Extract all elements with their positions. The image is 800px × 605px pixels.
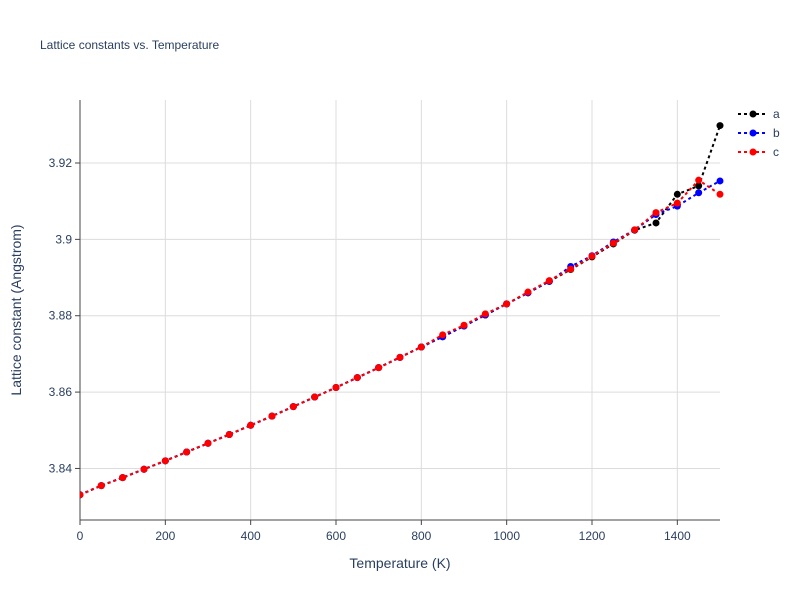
data-point bbox=[289, 403, 297, 411]
legend-item-a[interactable]: a bbox=[738, 107, 780, 121]
legend-item-c[interactable]: c bbox=[738, 145, 779, 159]
data-point bbox=[268, 412, 276, 420]
data-point bbox=[545, 277, 553, 285]
data-point bbox=[353, 374, 361, 382]
data-point bbox=[567, 265, 575, 273]
data-point bbox=[588, 252, 596, 260]
x-tick-label: 1200 bbox=[579, 529, 606, 543]
legend-label: b bbox=[773, 126, 780, 140]
data-point bbox=[204, 439, 212, 447]
x-tick-label: 200 bbox=[155, 529, 175, 543]
data-point bbox=[673, 199, 681, 207]
data-point bbox=[481, 310, 489, 318]
series-line-b bbox=[80, 180, 721, 496]
data-point bbox=[311, 393, 319, 401]
series-a bbox=[80, 122, 724, 499]
data-point bbox=[524, 288, 532, 296]
y-axis-label: Lattice constant (Angstrom) bbox=[8, 224, 24, 395]
legend-marker bbox=[749, 110, 757, 118]
y-tick-label: 3.9 bbox=[55, 232, 72, 246]
data-point bbox=[716, 190, 724, 198]
x-tick-label: 400 bbox=[241, 529, 261, 543]
data-point bbox=[673, 190, 681, 198]
legend-marker bbox=[749, 129, 757, 137]
data-point bbox=[631, 226, 639, 234]
data-point bbox=[439, 331, 447, 339]
data-point bbox=[716, 177, 724, 185]
y-tick-label: 3.84 bbox=[49, 461, 73, 475]
data-point bbox=[97, 482, 105, 490]
data-point bbox=[225, 430, 233, 438]
series-layer bbox=[80, 122, 724, 499]
legend-marker bbox=[749, 148, 757, 156]
grid bbox=[80, 100, 720, 520]
data-point bbox=[161, 457, 169, 465]
legend-item-b[interactable]: b bbox=[738, 126, 780, 140]
data-point bbox=[652, 209, 660, 217]
data-point bbox=[140, 465, 148, 473]
x-axis-label: Temperature (K) bbox=[349, 555, 450, 571]
legend-label: c bbox=[773, 145, 779, 159]
x-tick-label: 600 bbox=[326, 529, 346, 543]
data-point bbox=[80, 491, 84, 499]
x-tick-label: 0 bbox=[77, 529, 84, 543]
data-point bbox=[695, 176, 703, 184]
series-line-c bbox=[80, 178, 721, 496]
series-c bbox=[80, 176, 724, 499]
data-point bbox=[503, 300, 511, 308]
data-point bbox=[375, 364, 383, 372]
data-point bbox=[396, 353, 404, 361]
series-line-a bbox=[80, 125, 721, 496]
x-tick-label: 1400 bbox=[664, 529, 691, 543]
x-tick-label: 800 bbox=[411, 529, 431, 543]
axes: 0 200 400 600 800 1000 1200 1400 3.84 3.86 3.88 3.9… bbox=[49, 100, 720, 543]
data-point bbox=[247, 421, 255, 429]
legend[interactable]: abc bbox=[738, 107, 780, 159]
data-point bbox=[332, 384, 340, 392]
y-tick-label: 3.86 bbox=[49, 385, 73, 399]
data-point bbox=[609, 239, 617, 247]
y-tick-label: 3.92 bbox=[49, 156, 73, 170]
legend-label: a bbox=[773, 107, 780, 121]
data-point bbox=[716, 122, 724, 130]
x-tick-label: 1000 bbox=[493, 529, 520, 543]
y-tick-label: 3.88 bbox=[49, 309, 73, 323]
chart-title: Lattice constants vs. Temperature bbox=[40, 38, 220, 52]
data-point bbox=[460, 321, 468, 329]
data-point bbox=[417, 343, 425, 351]
series-b bbox=[80, 177, 724, 499]
data-point bbox=[652, 219, 660, 227]
data-point bbox=[119, 474, 127, 482]
data-point bbox=[695, 189, 703, 197]
data-point bbox=[183, 448, 191, 456]
data-point bbox=[695, 182, 703, 190]
